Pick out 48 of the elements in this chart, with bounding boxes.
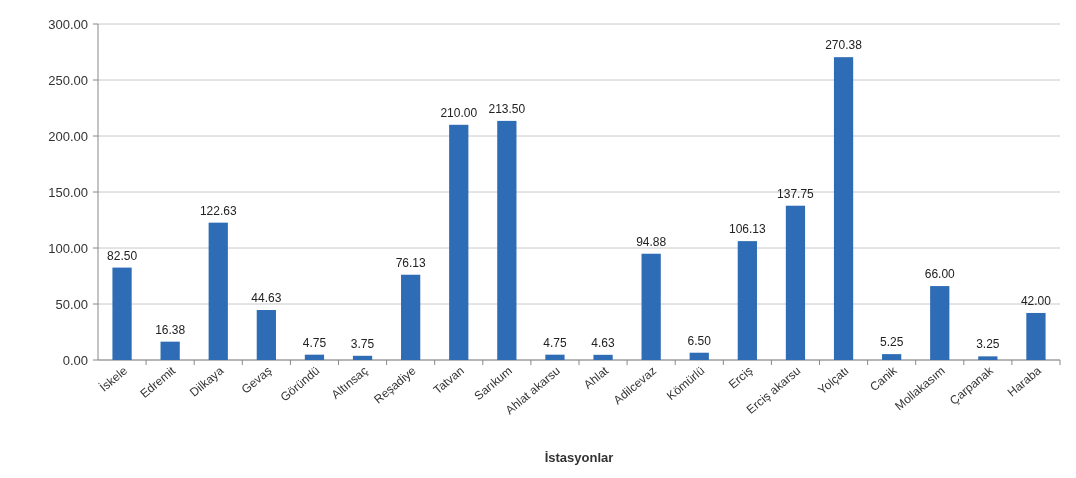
data-label: 270.38	[825, 38, 863, 53]
y-tick-label: 100.00	[48, 240, 88, 256]
y-tick-label: 150.00	[48, 184, 88, 200]
data-label: 82.50	[107, 248, 138, 263]
data-label: 210.00	[440, 105, 478, 120]
data-label: 213.50	[488, 101, 526, 116]
data-label: 44.63	[251, 291, 282, 306]
y-tick-label: 200.00	[48, 128, 88, 144]
data-label: 137.75	[777, 186, 815, 201]
bar	[930, 286, 950, 360]
data-label: 3.75	[350, 336, 375, 351]
data-label: 3.25	[976, 337, 1000, 352]
bar	[401, 274, 421, 360]
bar	[304, 354, 325, 360]
data-label: 66.00	[924, 267, 956, 282]
data-label: 122.63	[199, 203, 237, 218]
bar	[593, 354, 613, 360]
bar	[1026, 312, 1046, 360]
data-label: 42.00	[1020, 293, 1052, 308]
data-label: 5.25	[879, 335, 904, 350]
bar	[352, 355, 373, 360]
x-axis-title: İstasyonlar	[544, 450, 614, 465]
y-tick-label: 50.00	[55, 296, 88, 312]
y-tick-label: 300.00	[48, 16, 88, 32]
data-label: 6.50	[687, 333, 712, 348]
data-label: 4.63	[591, 335, 616, 350]
bar	[256, 310, 276, 360]
y-tick-label: 250.00	[48, 72, 88, 88]
data-label: 76.13	[395, 255, 426, 270]
bar	[833, 57, 854, 360]
bar	[785, 205, 806, 360]
data-label: 94.88	[636, 234, 667, 249]
data-label: 4.75	[543, 335, 567, 350]
bar	[545, 354, 565, 360]
bar	[160, 341, 180, 360]
data-label: 16.38	[155, 322, 186, 337]
bar	[112, 267, 132, 360]
data-label: 4.75	[302, 335, 327, 350]
bar	[882, 354, 902, 360]
data-label: 106.13	[729, 222, 767, 237]
bar	[641, 253, 661, 360]
bar	[497, 120, 517, 360]
bar	[208, 222, 228, 360]
bar	[449, 124, 469, 360]
bar	[978, 356, 998, 360]
y-tick-label: 0.00	[62, 352, 88, 368]
bar	[737, 241, 757, 360]
bar	[689, 352, 709, 360]
